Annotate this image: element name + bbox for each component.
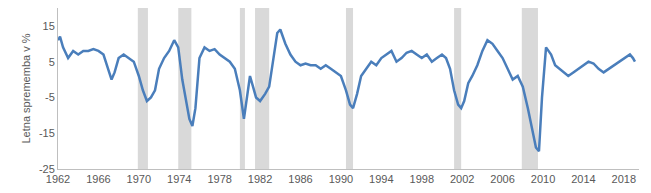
- svg-text:Letna sprememba v %: Letna sprememba v %: [20, 33, 32, 143]
- svg-text:2010: 2010: [531, 173, 555, 185]
- svg-text:-5: -5: [45, 91, 55, 103]
- svg-text:1990: 1990: [329, 173, 353, 185]
- svg-text:1998: 1998: [410, 173, 434, 185]
- svg-text:5: 5: [49, 56, 55, 68]
- svg-text:2006: 2006: [490, 173, 514, 185]
- svg-text:-25: -25: [39, 163, 55, 175]
- svg-text:1966: 1966: [86, 173, 110, 185]
- svg-text:15: 15: [43, 20, 55, 32]
- svg-text:2002: 2002: [450, 173, 474, 185]
- svg-text:-15: -15: [39, 127, 55, 139]
- svg-text:1994: 1994: [369, 173, 393, 185]
- svg-text:1982: 1982: [248, 173, 272, 185]
- svg-text:1986: 1986: [288, 173, 312, 185]
- svg-text:2014: 2014: [571, 173, 595, 185]
- svg-text:1962: 1962: [46, 173, 70, 185]
- svg-text:1974: 1974: [167, 173, 191, 185]
- svg-text:1978: 1978: [207, 173, 231, 185]
- svg-text:2018: 2018: [612, 173, 636, 185]
- svg-text:1970: 1970: [127, 173, 151, 185]
